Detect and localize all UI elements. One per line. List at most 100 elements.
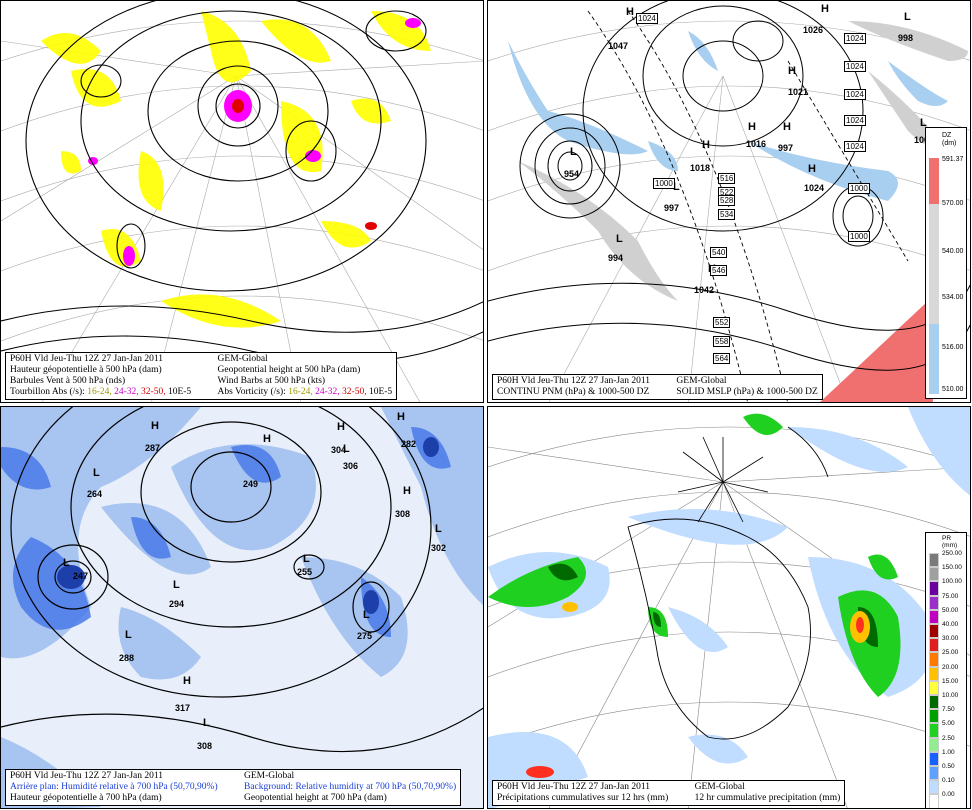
isobar-label: 1000: [848, 183, 870, 194]
vorticity-range-1: 16-24,: [87, 387, 112, 397]
colorbar-tick: 510.00: [942, 386, 964, 393]
map-700hpa: [1, 407, 483, 808]
thickness-label: 546: [710, 265, 728, 276]
colorbar-swatch: [929, 638, 939, 653]
vorticity-range-2: 24-32,: [114, 387, 139, 397]
low-value-1: 954: [564, 169, 580, 179]
caption-left-col: P60H Vld Jeu-Thu 12Z 27 Jan-Jan 2011 Pré…: [497, 782, 668, 804]
height-center-10: L: [343, 443, 350, 455]
low-value-2: 994: [608, 253, 624, 263]
colorbar-swatch: [929, 666, 939, 681]
height-value-11: 282: [401, 439, 417, 449]
caption-left-col: P60H Vld Jeu-Thu 12Z 27 Jan-Jan 2011 Arr…: [10, 771, 218, 804]
high-center-3: H: [821, 3, 829, 15]
caption-fr-line2: CONTINU PNM (hPa) & 1000-500 DZ: [497, 387, 650, 397]
height-value-14: 255: [297, 567, 313, 577]
colorbar-unit: PR (mm): [942, 535, 957, 549]
colorbar-swatch: [929, 723, 939, 738]
caption-left-col: P60H Vld Jeu-Thu 12Z 27 Jan-Jan 2011 CON…: [497, 376, 650, 398]
vorticity-label: Abs Vorticity (/s):: [217, 387, 286, 397]
thickness-gray: [518, 21, 968, 301]
colorbar-tick: 20.00: [942, 663, 959, 671]
colorbar-tick: 540.00: [942, 248, 964, 255]
colorbar-swatch: [929, 553, 939, 568]
caption-en-line3: Geopotential height at 700 hPa (dam): [244, 793, 387, 803]
thickness-label: 558: [713, 336, 731, 347]
height-value-12: 308: [395, 509, 411, 519]
high-center-6: H: [808, 163, 816, 175]
high-value-1: 1047: [608, 41, 629, 51]
caption-precip: P60H Vld Jeu-Thu 12Z 27 Jan-Jan 2011 Pré…: [492, 780, 846, 806]
colorbar-tick: 15.00: [942, 677, 959, 685]
height-value-15: 275: [357, 631, 373, 641]
pole-rays: [677, 436, 769, 523]
thickness-label: 534: [718, 209, 736, 220]
isobar-label: 1024: [844, 115, 866, 126]
colorbar-swatch: [929, 595, 939, 610]
graticule: [1, 20, 483, 402]
caption-right-col: GEM-Global Geopotential height at 500 hP…: [218, 354, 393, 398]
height-center-6: H: [183, 675, 191, 687]
colorbar-swatch: [929, 766, 939, 781]
panel-500hpa-vorticity: P60H Vld Jeu-Thu 12Z 27 Jan-Jan 2011 Hau…: [0, 0, 484, 403]
caption-en-line3: Wind Barbs at 500 hPa (kts): [217, 376, 326, 386]
caption-fr-line2: Hauteur géopotentielle à 500 hPa (dam): [10, 365, 162, 375]
thickness-colorbar: DZ (dm) 591.37 570.00 540.00 534.00 516.0…: [925, 127, 967, 399]
vorticity-red: [232, 99, 377, 230]
isobar-label: 1024: [844, 141, 866, 152]
coastlines: [627, 426, 829, 740]
caption-en-line2: SOLID MSLP (hPa) & 1000-500 DZ: [676, 387, 818, 397]
colorbar-unit: DZ (dm): [942, 132, 956, 148]
thickness-label: 540: [710, 247, 728, 258]
colorbar-swatch: [929, 680, 939, 695]
thickness-label: 564: [713, 353, 731, 364]
isobar-label: 1000: [848, 231, 870, 242]
height-value-10: 306: [343, 461, 359, 471]
high-value-6: 1024: [804, 183, 825, 193]
caption-left-col: P60H Vld Jeu-Thu 12Z 27 Jan-Jan 2011 Hau…: [10, 354, 191, 398]
height-center-7: L: [203, 717, 210, 729]
height-value-8: 249: [243, 479, 259, 489]
high-value-2: 1021: [788, 87, 809, 97]
colorbar-unit-var: DZ: [942, 132, 952, 139]
colorbar-swatch: [929, 624, 939, 639]
colorbar-tick: 570.00: [942, 200, 964, 207]
colorbar-swatch: [929, 652, 939, 667]
caption-right-col: GEM-Global 12 hr cummulative precipitati…: [695, 782, 841, 804]
colorbar-tick: 534.00: [942, 294, 964, 301]
thickness-red: [820, 291, 933, 402]
colorbar-gray: [929, 204, 939, 324]
caption-fr-line2: Précipitations cummulatives sur 12 hrs (…: [497, 793, 669, 803]
caption-model: GEM-Global: [694, 782, 745, 792]
caption-valid-time: P60H Vld Jeu-Thu 12Z 27 Jan-Jan 2011: [497, 376, 651, 386]
colorbar-swatch: [929, 709, 939, 724]
low-center-2: L: [616, 233, 623, 245]
low-value-3: 998: [898, 33, 914, 43]
colorbar-tick: 5.00: [942, 720, 955, 728]
caption-model: GEM-Global: [676, 376, 727, 386]
colorbar-tick: 1.00: [942, 748, 955, 756]
colorbar-tick: 100.00: [942, 578, 962, 586]
isobar-label: 1024: [844, 61, 866, 72]
high-center-2: H: [788, 65, 796, 77]
colorbar-tick: 0.00: [942, 791, 955, 799]
caption-en-line2: 12 hr cummulative precipitation (mm): [694, 793, 841, 803]
height-center-12: H: [403, 485, 411, 497]
height-center-11: H: [397, 411, 405, 423]
colorbar-swatch: [929, 695, 939, 710]
height-value-3: 247: [73, 571, 89, 581]
caption-en-line2: Geopotential height at 500 hPa (dam): [217, 365, 361, 375]
height-contours: [1, 407, 483, 753]
isobar-label: 1024: [844, 89, 866, 100]
caption-model: GEM-Global: [244, 771, 295, 781]
colorbar-swatch: [929, 567, 939, 582]
height-center-5: L: [125, 629, 132, 641]
colorbar-unit-mm: (mm): [942, 542, 958, 549]
caption-right-col: GEM-Global Background: Relative humidity…: [244, 771, 456, 804]
height-value-13: 302: [431, 543, 447, 553]
high-center-1: H: [626, 6, 634, 18]
panel-mslp-thickness: H 1047 H 1021 H 1026 H 1016 H 997 H 1024…: [487, 0, 971, 403]
isobar-label: 1024: [844, 33, 866, 44]
precip-colorbar: PR (mm) 250.00 150.00 100.00 75.00 50.00 40.00…: [925, 532, 967, 808]
isobar-label: 1024: [636, 13, 658, 24]
